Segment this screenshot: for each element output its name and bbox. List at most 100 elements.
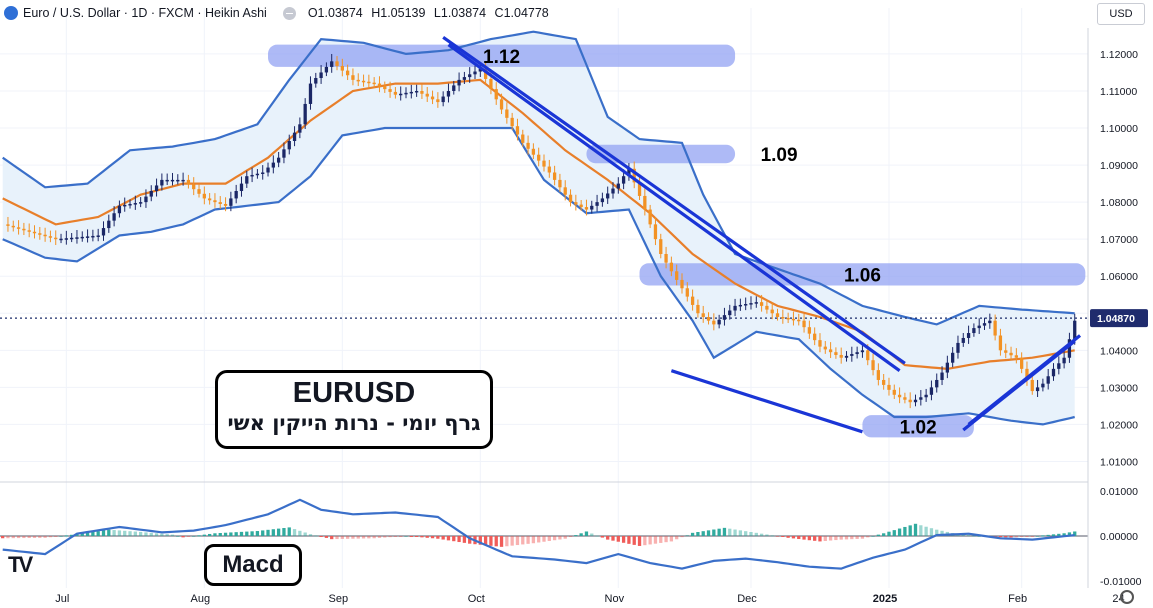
- candle-body: [1025, 368, 1029, 380]
- macd-hist-bar: [606, 536, 610, 540]
- macd-pane: [0, 498, 1088, 570]
- trendline: [447, 43, 901, 373]
- candle-body: [1046, 376, 1050, 384]
- macd-hist-bar: [266, 529, 270, 536]
- candle-body: [648, 209, 652, 225]
- price-tick-label: 1.10000: [1100, 123, 1138, 135]
- candle-body: [43, 234, 47, 237]
- macd-hist-bar: [16, 536, 21, 539]
- macd-label: Macd: [222, 551, 284, 578]
- macd-hist-bar: [218, 533, 222, 536]
- macd-hist-bar: [813, 536, 817, 541]
- candle-body: [377, 83, 382, 87]
- macd-hist-bar: [510, 536, 514, 546]
- candle-body: [192, 184, 196, 190]
- candle-body: [616, 183, 620, 189]
- candle-body: [834, 352, 838, 355]
- macd-hist-bar: [568, 536, 573, 537]
- candle-body: [446, 90, 451, 97]
- candle-body: [781, 316, 785, 319]
- macd-hist-bar: [59, 536, 63, 537]
- candle-body: [807, 327, 812, 334]
- candle-body: [239, 183, 244, 192]
- candle-body: [176, 179, 180, 182]
- candle-body: [552, 172, 557, 180]
- macd-hist-bar: [54, 536, 58, 537]
- macd-hist-bar: [818, 536, 822, 542]
- macd-hist-bar: [383, 536, 387, 538]
- candle-body: [425, 93, 429, 97]
- candle-body: [945, 362, 950, 373]
- candle-body: [324, 66, 329, 73]
- candle-body: [202, 193, 206, 199]
- macd-hist-bar: [802, 536, 806, 540]
- candle-body: [287, 141, 291, 150]
- macd-hist-bar: [64, 535, 68, 537]
- macd-hist-bar: [361, 536, 366, 539]
- macd-hist-bar: [335, 536, 339, 540]
- macd-hist-bar: [229, 532, 233, 536]
- candle-body: [908, 399, 912, 403]
- macd-hist-bar: [1, 536, 5, 539]
- candle-body: [149, 191, 153, 197]
- macd-hist-bar: [882, 533, 886, 536]
- macd-hist-bar: [133, 531, 137, 536]
- price-tick-label: 1.11000: [1100, 86, 1137, 98]
- candle-body: [722, 315, 727, 320]
- macd-hist-bar: [112, 530, 116, 536]
- candle-body: [558, 179, 562, 188]
- candle-body: [860, 350, 865, 353]
- symbol-title[interactable]: Euro / U.S. Dollar · 1D · FXCM · Heikin …: [23, 6, 267, 20]
- macd-hist-bar: [250, 531, 254, 536]
- macd-hist-bar: [70, 534, 74, 536]
- macd-hist-bar: [887, 531, 891, 536]
- macd-hist-bar: [892, 530, 896, 536]
- candle-body: [696, 304, 700, 314]
- candle-body: [621, 176, 626, 184]
- tradingview-logo[interactable]: TV: [8, 552, 33, 577]
- macd-hist-bar: [388, 536, 392, 538]
- candle-body: [1051, 368, 1056, 377]
- candle-body: [770, 309, 774, 314]
- macd-hist-bar: [876, 534, 881, 536]
- candle-body: [399, 93, 403, 96]
- macd-hist-bar: [972, 535, 976, 537]
- candle-body: [977, 325, 981, 329]
- candle-body: [574, 202, 578, 205]
- candle-body: [1041, 383, 1045, 388]
- macd-hist-bar: [149, 532, 153, 536]
- eye-icon[interactable]: [282, 6, 296, 20]
- price-tick-label: 1.03000: [1100, 382, 1138, 394]
- candle-body: [144, 196, 148, 203]
- macd-hist-bar: [38, 536, 42, 538]
- price-zones: [268, 44, 1086, 438]
- candle-body: [436, 99, 440, 103]
- settings-icon[interactable]: [1120, 590, 1134, 604]
- macd-hist-bar: [75, 534, 79, 536]
- candle-body: [828, 349, 833, 353]
- macd-hist-bar: [494, 536, 498, 547]
- currency-selector[interactable]: USD: [1097, 3, 1145, 25]
- macd-hist-bar: [11, 536, 15, 539]
- macd-hist-bar: [96, 531, 100, 536]
- price-tick-label: 1.09000: [1100, 160, 1138, 172]
- candle-body: [64, 238, 68, 240]
- candle-body: [951, 352, 955, 363]
- time-tick-label: 2025: [873, 593, 897, 605]
- price-tick-label: 1.04000: [1100, 345, 1138, 357]
- candle-body: [1073, 320, 1077, 340]
- macd-hist-bar: [834, 536, 838, 541]
- zone-1.09: [586, 144, 736, 164]
- macd-hist-bar: [27, 536, 31, 538]
- macd-hist-bar: [897, 528, 902, 536]
- candle-body: [271, 162, 275, 168]
- macd-hist-bar: [154, 533, 159, 536]
- macd-hist-bar: [85, 532, 90, 536]
- zone-label: 1.12: [483, 47, 520, 68]
- macd-hist-bar: [611, 536, 615, 541]
- candle-body: [685, 288, 689, 297]
- candle-body: [775, 313, 780, 317]
- macd-hist-bar: [797, 536, 801, 540]
- candle-body: [712, 320, 716, 325]
